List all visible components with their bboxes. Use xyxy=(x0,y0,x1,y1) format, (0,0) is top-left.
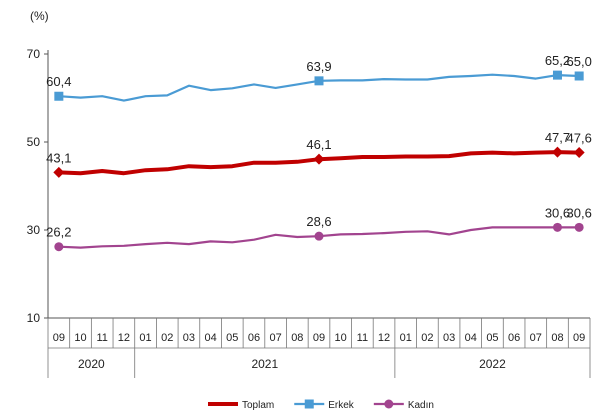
legend: Toplam Erkek Kadın xyxy=(208,399,434,411)
data-label-toplam: 47,7 xyxy=(545,130,570,145)
x-tick-label: 02 xyxy=(161,332,173,344)
x-tick-label: 09 xyxy=(573,332,585,344)
x-tick-label: 09 xyxy=(53,332,65,344)
series-erkek xyxy=(54,70,584,102)
legend-label-erkek: Erkek xyxy=(328,400,355,411)
legend-item-toplam: Toplam xyxy=(208,400,274,411)
year-label: 2020 xyxy=(78,357,105,371)
data-label-erkek: 65,0 xyxy=(567,54,592,69)
data-point-erkek xyxy=(552,70,562,80)
data-label-kadn: 26,2 xyxy=(46,225,71,240)
x-tick-label: 02 xyxy=(421,332,433,344)
data-point-toplam xyxy=(551,146,563,158)
series-toplam xyxy=(53,146,585,178)
x-tick-label: 06 xyxy=(248,332,260,344)
legend-label-toplam: Toplam xyxy=(242,400,274,411)
data-point-erkek xyxy=(314,76,324,86)
series-kadn xyxy=(54,222,584,252)
data-point-erkek xyxy=(54,91,64,101)
data-point-toplam xyxy=(53,166,65,178)
x-tick-label: 10 xyxy=(74,332,86,344)
x-tick-label: 11 xyxy=(357,332,368,344)
data-label-toplam: 47,6 xyxy=(567,131,592,146)
x-tick-label: 09 xyxy=(313,332,325,344)
x-tick-label: 03 xyxy=(183,332,195,344)
x-tick-label: 07 xyxy=(270,332,282,344)
x-tick-label: 05 xyxy=(486,332,498,344)
legend-marker-erkek xyxy=(304,399,314,409)
x-tick-label: 04 xyxy=(465,332,477,344)
x-tick-label: 07 xyxy=(530,332,542,344)
x-tick-label: 06 xyxy=(508,332,520,344)
x-tick-label: 12 xyxy=(118,332,130,344)
data-point-kadn xyxy=(574,222,584,232)
data-label-erkek: 60,4 xyxy=(46,74,71,89)
x-tick-label: 01 xyxy=(400,332,412,344)
legend-label-kadn: Kadın xyxy=(408,400,434,411)
data-point-toplam xyxy=(573,147,585,159)
data-point-erkek xyxy=(574,71,584,81)
y-tick-label: 50 xyxy=(27,135,41,149)
data-point-kadn xyxy=(54,242,64,252)
x-tick-label: 04 xyxy=(204,332,216,344)
x-tick-label: 08 xyxy=(291,332,303,344)
data-label-erkek: 65,2 xyxy=(545,53,570,68)
series-lines xyxy=(53,70,585,252)
data-label-kadn: 28,6 xyxy=(306,214,331,229)
data-point-toplam xyxy=(313,153,325,165)
data-label-toplam: 43,1 xyxy=(46,150,71,165)
y-unit-label: (%) xyxy=(30,9,49,23)
x-tick-label: 01 xyxy=(139,332,151,344)
x-tick-label: 08 xyxy=(551,332,563,344)
y-tick-label: 10 xyxy=(27,311,41,325)
year-label: 2022 xyxy=(479,357,506,371)
data-point-kadn xyxy=(314,231,324,241)
x-tick-label: 03 xyxy=(443,332,455,344)
x-tick-label: 12 xyxy=(378,332,390,344)
axes: 10 30 50 70 09 10 11 12 01 02 03 04 05 06 07 08 09 10 11 12… xyxy=(27,47,591,378)
x-tick-label: 10 xyxy=(335,332,347,344)
legend-marker-kadn xyxy=(384,399,394,409)
data-labels: 43,1 46,1 47,747,6 60,4 63,9 65,265,0 26,2 28,6… xyxy=(46,53,592,240)
data-label-kadn: 30,6 xyxy=(545,205,570,220)
y-tick-label: 30 xyxy=(27,223,41,237)
y-tick-label: 70 xyxy=(27,47,41,61)
legend-item-kadn: Kadın xyxy=(373,399,434,411)
x-tick-label: 11 xyxy=(96,332,107,344)
legend-item-erkek: Erkek xyxy=(294,399,355,411)
data-label-kadn: 30,6 xyxy=(567,205,592,220)
data-point-kadn xyxy=(552,222,562,232)
year-label: 2021 xyxy=(251,357,278,371)
data-label-toplam: 46,1 xyxy=(306,137,331,152)
data-label-erkek: 63,9 xyxy=(306,59,331,74)
x-tick-label: 05 xyxy=(226,332,238,344)
